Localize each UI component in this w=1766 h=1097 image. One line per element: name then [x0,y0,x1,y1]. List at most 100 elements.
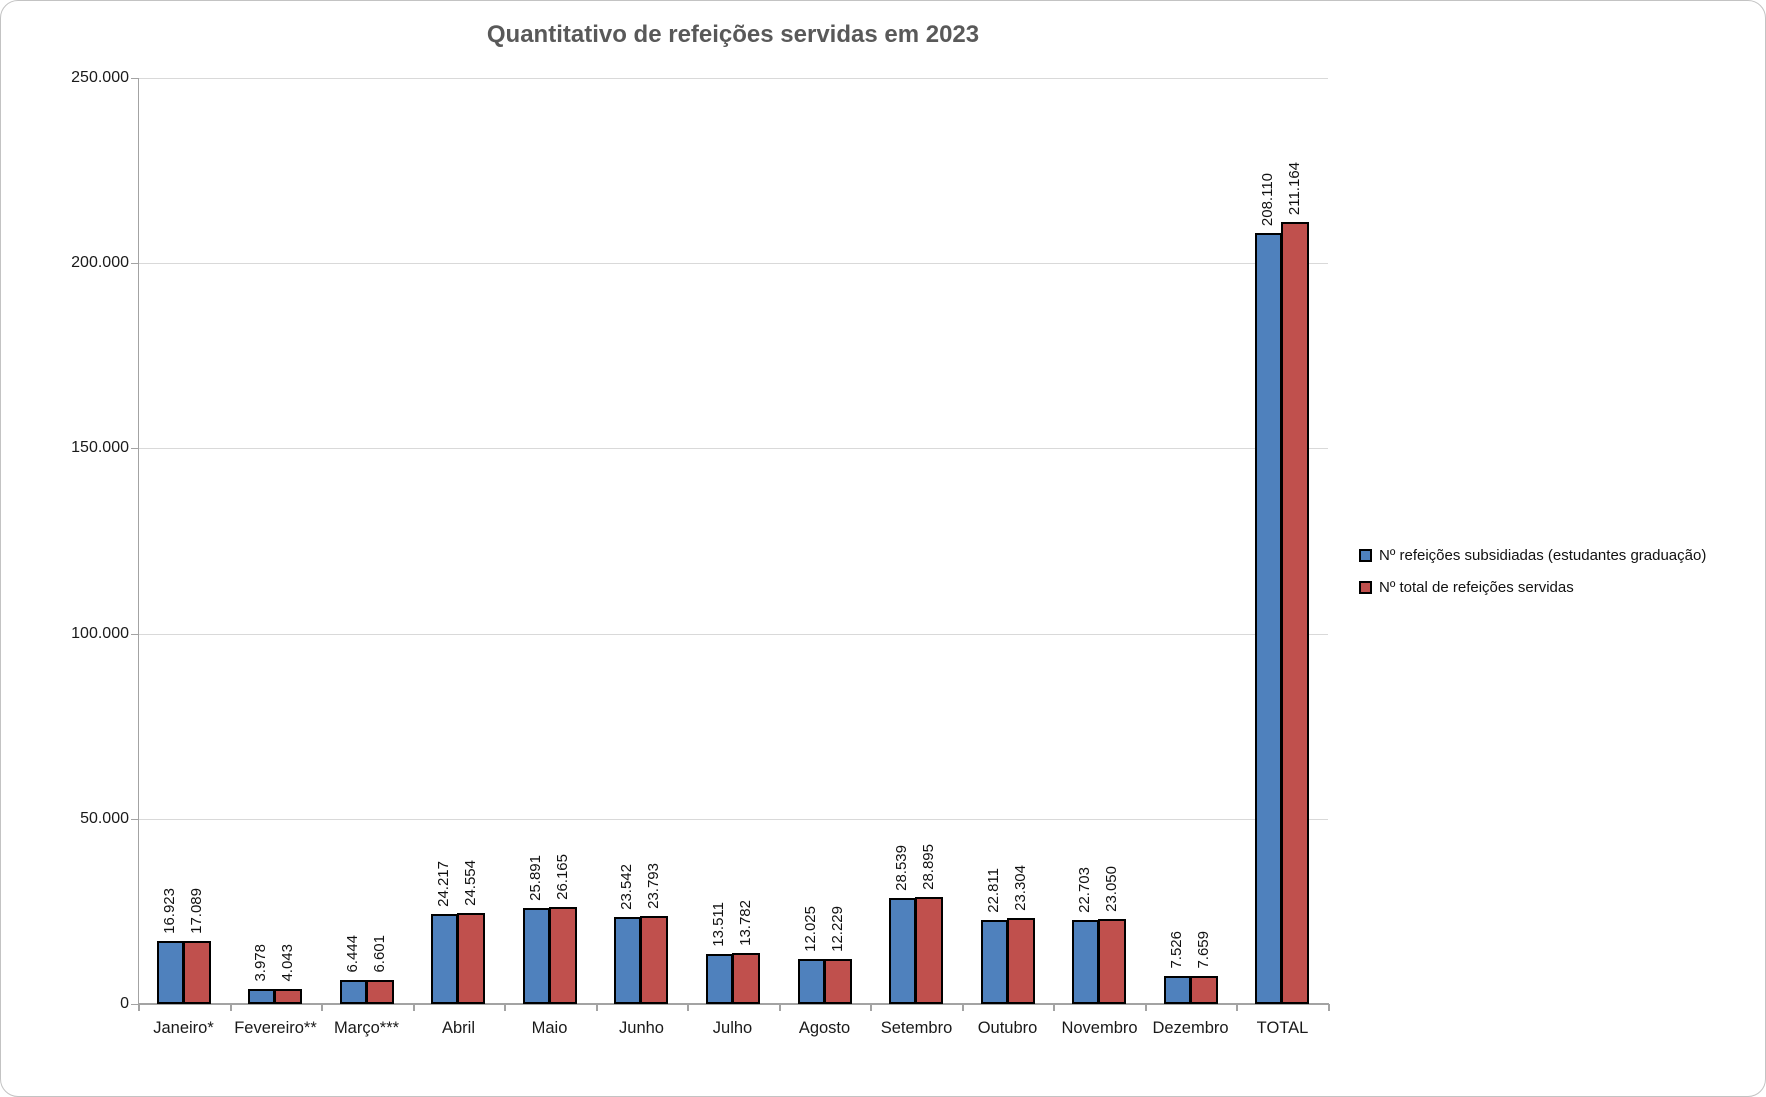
bar-total [824,959,852,1004]
bar-total [1281,222,1309,1004]
x-axis-tick-mark [1236,1004,1238,1011]
bar-value-label-total: 23.050 [1103,866,1120,912]
y-axis-tick-mark [131,819,138,820]
x-axis-category-label: Março*** [333,1019,400,1037]
x-axis-line [138,1003,1329,1005]
x-axis-category-label: Outubro [977,1019,1038,1037]
x-axis-tick-mark [779,1004,781,1011]
y-axis-tick-label: 200.000 [71,254,129,271]
bar-total [732,953,760,1004]
bar-value-label-subsidiadas: 16.923 [161,888,178,934]
bar-subsidiadas [706,954,733,1004]
bar-subsidiadas [340,980,367,1004]
bar-subsidiadas [1164,976,1191,1004]
x-axis-tick-mark [413,1004,415,1011]
bar-subsidiadas [431,914,458,1004]
x-axis-category-label: TOTAL [1256,1019,1309,1037]
x-axis-category-label: Dezembro [1152,1019,1229,1037]
bar-total [1190,976,1218,1004]
x-axis-category-label: Fevereiro** [234,1019,317,1037]
bar-value-label-total: 211.164 [1286,161,1303,215]
x-axis-tick-mark [504,1004,506,1011]
y-axis-tick-label: 50.000 [80,810,129,827]
bar-subsidiadas [157,941,184,1004]
bar-value-label-subsidiadas: 208.110 [1259,172,1276,226]
x-axis-tick-mark [138,1004,140,1011]
y-axis-tick-mark [131,78,138,79]
bar-value-label-total: 7.659 [1195,931,1212,969]
gridline [138,819,1328,820]
bar-value-label-total: 28.895 [920,844,937,890]
x-axis-tick-mark [962,1004,964,1011]
bar-value-label-total: 12.229 [829,906,846,952]
bar-value-label-subsidiadas: 7.526 [1168,931,1185,969]
gridline [138,634,1328,635]
legend: Nº refeições subsidiadas (estudantes gra… [1359,547,1706,596]
bar-total [1007,918,1035,1004]
bar-value-label-total: 23.304 [1012,865,1029,911]
bar-subsidiadas [1072,920,1099,1004]
bar-value-label-subsidiadas: 24.217 [435,861,452,907]
y-axis-tick-mark [131,448,138,449]
x-axis-tick-mark [596,1004,598,1011]
bar-value-label-subsidiadas: 23.542 [618,864,635,910]
bar-subsidiadas [889,898,916,1004]
bar-value-label-total: 24.554 [462,860,479,906]
bar-value-label-total: 4.043 [279,944,296,982]
gridline [138,78,1328,79]
bar-value-label-subsidiadas: 3.978 [252,944,269,982]
bar-total [915,897,943,1004]
x-axis-category-label: Junho [619,1019,664,1037]
bar-value-label-total: 23.793 [645,863,662,909]
bar-value-label-total: 6.601 [371,935,388,973]
gridline [138,448,1328,449]
x-axis-tick-mark [687,1004,689,1011]
bar-value-label-subsidiadas: 13.511 [710,902,727,947]
legend-item-total: Nº total de refeições servidas [1359,579,1706,596]
bar-total [366,980,394,1004]
legend-marker-total-icon [1359,581,1372,594]
y-axis-tick-label: 250.000 [71,69,129,86]
gridline [138,263,1328,264]
bar-total [549,907,577,1004]
bar-value-label-subsidiadas: 22.703 [1076,867,1093,913]
x-axis-tick-mark [1145,1004,1147,1011]
bar-value-label-total: 26.165 [554,854,571,900]
x-axis-category-label: Setembro [880,1019,953,1037]
x-axis-category-label: Julho [712,1019,753,1037]
y-axis-tick-label: 0 [120,995,129,1012]
x-axis-category-label: Janeiro* [153,1019,214,1037]
bar-total [1098,919,1126,1004]
bar-total [183,941,211,1004]
bar-value-label-subsidiadas: 22.811 [985,868,1002,913]
y-axis-tick-mark [131,1004,138,1005]
legend-item-subsidiadas: Nº refeições subsidiadas (estudantes gra… [1359,547,1706,564]
bar-subsidiadas [981,920,1008,1004]
bar-value-label-total: 13.782 [737,900,754,946]
legend-marker-subsidiadas-icon [1359,549,1372,562]
bar-total [457,913,485,1004]
bar-subsidiadas [614,917,641,1004]
x-axis-category-label: Maio [531,1019,568,1037]
y-axis-tick-mark [131,263,138,264]
y-axis-tick-label: 100.000 [71,625,129,642]
bar-subsidiadas [798,959,825,1004]
x-axis-tick-mark [1053,1004,1055,1011]
x-axis-tick-mark [321,1004,323,1011]
x-axis-category-label: Abril [441,1019,475,1037]
bar-total [640,916,668,1004]
legend-label-subsidiadas: Nº refeições subsidiadas (estudantes gra… [1379,547,1707,564]
bar-subsidiadas [523,908,550,1004]
y-axis-tick-mark [131,634,138,635]
y-axis-tick-label: 150.000 [71,439,129,456]
bar-subsidiadas [248,989,275,1004]
bar-value-label-subsidiadas: 25.891 [527,855,544,901]
x-axis-tick-mark [870,1004,872,1011]
bar-total [274,989,302,1004]
x-axis-tick-mark [1328,1004,1330,1011]
x-axis-category-label: Agosto [798,1019,851,1037]
chart-title: Quantitativo de refeições servidas em 20… [486,21,980,48]
x-axis-tick-mark [230,1004,232,1011]
bar-value-label-subsidiadas: 6.444 [344,935,361,973]
